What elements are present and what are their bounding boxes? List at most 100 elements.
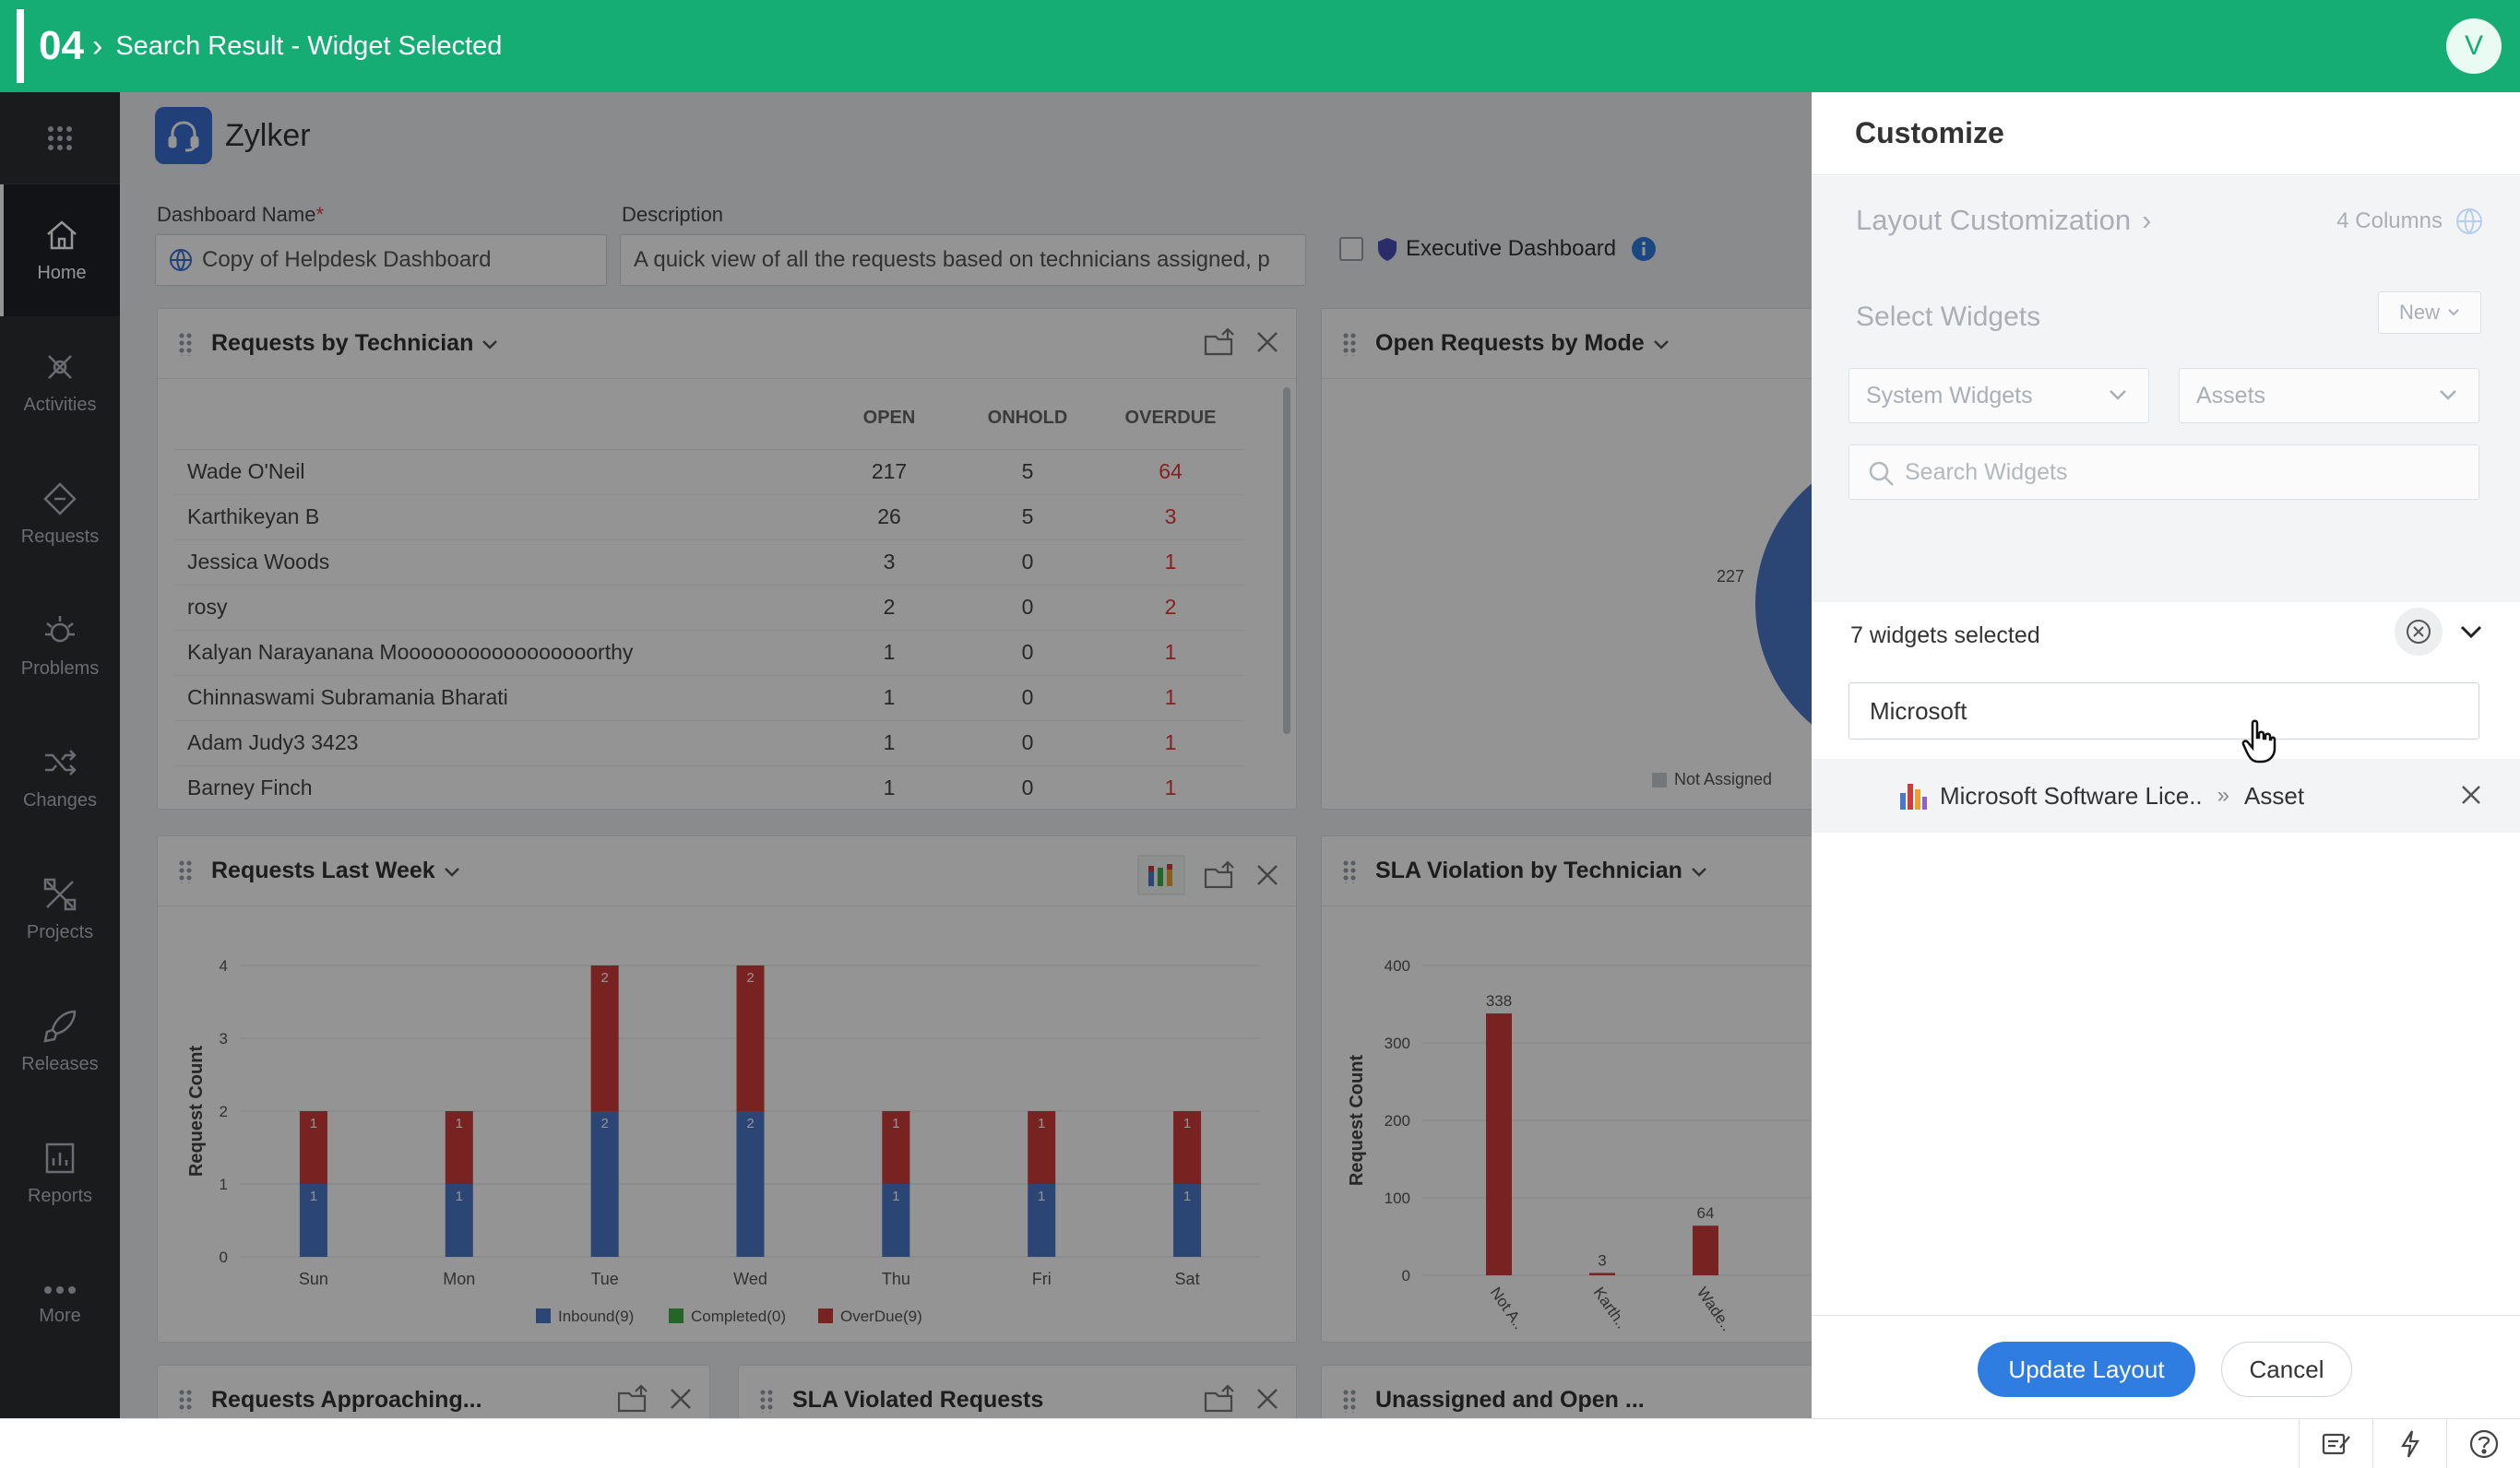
close-icon[interactable] — [1255, 1387, 1279, 1411]
description-input[interactable]: A quick view of all the requests based o… — [620, 234, 1306, 286]
notes-icon — [2322, 1433, 2350, 1455]
folder-move-icon[interactable] — [617, 1384, 650, 1414]
sidebar-item-releases[interactable]: Releases — [0, 976, 120, 1107]
hand-cursor-icon — [2241, 719, 2276, 764]
remove-widget-icon[interactable] — [2459, 783, 2483, 807]
quick-actions-button[interactable] — [2372, 1419, 2446, 1468]
chevron-down-icon — [2110, 390, 2126, 400]
sidebar-item-problems[interactable]: Problems — [0, 580, 120, 712]
data-label: 1 — [892, 1189, 899, 1204]
close-icon[interactable] — [1255, 863, 1279, 887]
update-layout-button[interactable]: Update Layout — [1978, 1342, 2195, 1397]
table-row[interactable]: Kalyan Narayanana Mooooooooooooooooorthy… — [174, 630, 1244, 676]
widget-unassigned-and-open: Unassigned and Open ... — [1321, 1365, 1812, 1418]
y-axis-label: Request Count — [186, 1046, 207, 1178]
bar-segment — [590, 1111, 619, 1257]
chevron-down-icon — [2440, 390, 2456, 400]
folder-move-icon[interactable] — [1204, 860, 1237, 890]
sidebar-item-activities[interactable]: Activities — [0, 316, 120, 448]
widget-header: Requests by Technician — [158, 309, 1296, 379]
sidebar-item-requests[interactable]: Requests — [0, 448, 120, 580]
table-row[interactable]: Chinnaswami Subramania Bharati 1 0 1 — [174, 675, 1244, 721]
new-widget-button[interactable]: New — [2378, 291, 2481, 334]
layout-customization-label: Layout Customization — [1856, 204, 2132, 236]
user-avatar[interactable]: V — [2446, 18, 2502, 74]
table-row[interactable]: Jessica Woods 3 0 1 — [174, 539, 1244, 586]
folder-move-icon[interactable] — [1204, 327, 1237, 357]
table-row[interactable]: rosy 2 0 2 — [174, 585, 1244, 631]
info-icon[interactable] — [1631, 236, 1657, 262]
drag-handle-icon[interactable] — [178, 331, 193, 356]
releases-icon — [43, 1010, 77, 1043]
drag-handle-icon[interactable] — [1342, 1388, 1357, 1413]
sidebar-item-projects[interactable]: Projects — [0, 844, 120, 976]
x-tick-label: Sat — [1175, 1270, 1200, 1288]
clear-selection-button[interactable] — [2395, 608, 2443, 656]
drag-handle-icon[interactable] — [178, 858, 193, 883]
selected-widgets-filter-input[interactable]: Microsoft — [1848, 682, 2479, 740]
sidebar-item-home[interactable]: Home — [0, 184, 120, 316]
projects-icon — [43, 878, 77, 911]
chevron-down-icon[interactable] — [481, 337, 499, 350]
bar-segment — [299, 1184, 327, 1257]
close-icon[interactable] — [1255, 330, 1279, 354]
app-grid-button[interactable] — [0, 92, 120, 184]
help-button[interactable] — [2446, 1419, 2520, 1468]
x-tick-label: Wed — [733, 1270, 767, 1288]
selected-widget-item[interactable]: Microsoft Software Lice.. » Asset — [1812, 759, 2520, 833]
table-scrollbar[interactable] — [1283, 387, 1290, 734]
search-widgets-input[interactable]: Search Widgets — [1848, 444, 2479, 500]
module-select[interactable]: Assets — [2179, 368, 2479, 423]
table-row[interactable]: Wade O'Neil 217 5 64 — [174, 449, 1244, 495]
folder-move-icon[interactable] — [1204, 1384, 1237, 1414]
drag-handle-icon[interactable] — [178, 1388, 193, 1413]
data-label: 2 — [746, 970, 754, 986]
shield-icon — [1378, 238, 1397, 261]
bottom-utility-bar — [0, 1418, 2520, 1468]
dashboard-name-label: Dashboard Name* — [157, 203, 324, 226]
legend-swatch — [536, 1308, 551, 1323]
customize-footer: Update Layout Cancel — [1812, 1315, 2520, 1418]
table-row[interactable]: Karthikeyan B 26 5 3 — [174, 494, 1244, 540]
executive-dashboard-checkbox[interactable] — [1339, 237, 1363, 261]
sidebar-item-changes[interactable]: Changes — [0, 712, 120, 844]
table-row[interactable]: Adam Judy3 3423 1 0 1 — [174, 720, 1244, 766]
widget-title: Unassigned and Open ... — [1375, 1387, 1645, 1413]
bar-chart-type-icon[interactable] — [1137, 855, 1185, 895]
helpdesk-logo-icon — [155, 107, 212, 164]
sidebar-item-label: Reports — [27, 1186, 93, 1206]
y-tick-label: 100 — [1385, 1190, 1410, 1207]
chevron-down-icon[interactable] — [1652, 337, 1670, 350]
drag-handle-icon[interactable] — [759, 1388, 774, 1413]
layout-customization-row[interactable]: Layout Customization › 4 Columns — [1856, 204, 2483, 237]
sidebar-item-reports[interactable]: Reports — [0, 1107, 120, 1239]
data-label: 1 — [892, 1116, 899, 1131]
chevron-down-icon[interactable] — [443, 865, 461, 878]
legend-swatch — [1652, 772, 1667, 787]
widget-type-select[interactable]: System Widgets — [1848, 368, 2149, 423]
chevron-down-icon[interactable] — [1690, 865, 1708, 878]
cancel-button[interactable]: Cancel — [2221, 1342, 2352, 1397]
notes-button[interactable] — [2299, 1419, 2372, 1468]
sidebar-item-label: Projects — [26, 922, 94, 942]
close-icon[interactable] — [669, 1387, 693, 1411]
help-icon — [2469, 1429, 2498, 1459]
y-tick-label: 2 — [220, 1103, 228, 1120]
widget-title: Requests Approaching... — [211, 1387, 482, 1413]
sidebar-item-more[interactable]: More — [0, 1239, 120, 1371]
data-label: 3 — [1598, 1251, 1606, 1269]
widget-sla-violated-requests: SLA Violated Requests — [738, 1365, 1297, 1418]
y-tick-label: 200 — [1385, 1112, 1410, 1130]
lightning-icon — [2400, 1430, 2419, 1458]
chevron-down-icon[interactable] — [2459, 623, 2483, 640]
dashboard-name-input[interactable]: Copy of Helpdesk Dashboard — [155, 234, 607, 286]
drag-handle-icon[interactable] — [1342, 858, 1357, 883]
data-label: 1 — [310, 1116, 317, 1131]
drag-handle-icon[interactable] — [1342, 331, 1357, 356]
table-row[interactable]: Barney Finch 1 0 1 — [174, 765, 1244, 809]
modal-overlay[interactable] — [0, 92, 1812, 1418]
requests-last-week-chart: 0 1 2 3 4 Request Count 1 1 Sun 1 1 Mon 2 2 Tue 2 2 Wed 1 1… — [186, 957, 1260, 1325]
executive-dashboard-option: Executive Dashboard — [1339, 236, 1657, 262]
bar-chart-icon — [1900, 784, 1927, 810]
